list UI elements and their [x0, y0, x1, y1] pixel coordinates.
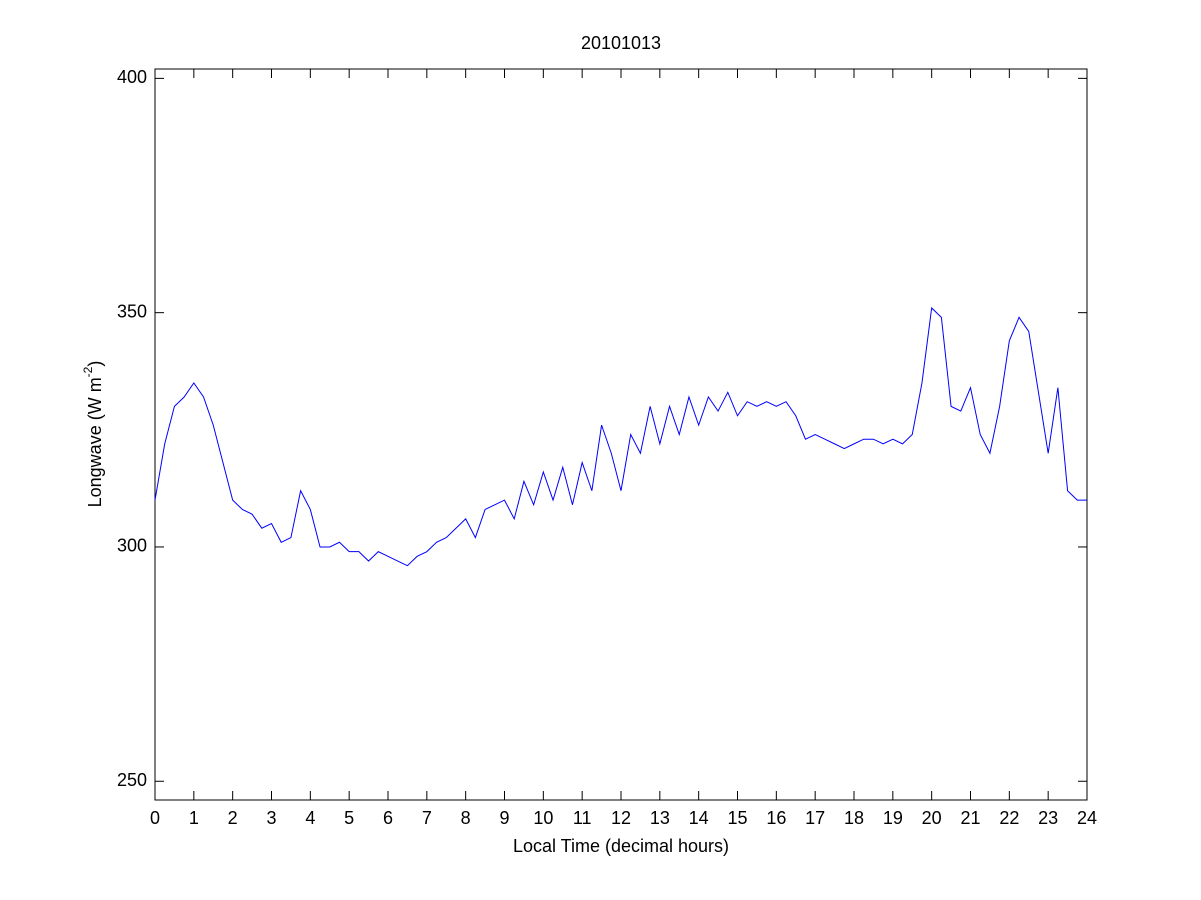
x-tick-label: 8: [461, 808, 471, 828]
x-tick-label: 24: [1077, 808, 1097, 828]
x-tick-label: 4: [305, 808, 315, 828]
x-tick-label: 0: [150, 808, 160, 828]
x-tick-label: 16: [766, 808, 786, 828]
x-tick-label: 5: [344, 808, 354, 828]
x-tick-label: 20: [922, 808, 942, 828]
chart-title: 20101013: [581, 33, 661, 53]
y-tick-label: 350: [117, 301, 147, 321]
x-tick-label: 23: [1038, 808, 1058, 828]
x-tick-label: 19: [883, 808, 903, 828]
data-line: [154, 306, 1087, 567]
y-axis-label-superscript: -2: [81, 366, 95, 377]
x-tick-label: 9: [499, 808, 509, 828]
x-tick-label: 18: [844, 808, 864, 828]
y-tick-label: 250: [117, 770, 147, 790]
y-axis-label-text: Longwave (W m: [85, 377, 105, 507]
y-tick-label: 400: [117, 67, 147, 87]
x-tick-label: 14: [689, 808, 709, 828]
x-tick-label: 6: [383, 808, 393, 828]
x-tick-label: 12: [611, 808, 631, 828]
x-axis-label: Local Time (decimal hours): [513, 836, 729, 856]
y-axis-label: Longwave (W m-2): [81, 361, 105, 508]
x-tick-label: 3: [266, 808, 276, 828]
x-tick-label: 17: [805, 808, 825, 828]
y-tick-label: 300: [117, 536, 147, 556]
x-tick-label: 11: [573, 808, 592, 828]
x-tick-label: 13: [650, 808, 670, 828]
x-tick-label: 2: [228, 808, 238, 828]
x-tick-label: 22: [999, 808, 1019, 828]
x-tick-label: 15: [727, 808, 747, 828]
x-tick-label: 10: [533, 808, 553, 828]
x-tick-label: 1: [189, 808, 199, 828]
x-tick-label: 7: [422, 808, 432, 828]
x-tick-label: 21: [960, 808, 980, 828]
y-axis-label-suffix: ): [85, 361, 105, 367]
